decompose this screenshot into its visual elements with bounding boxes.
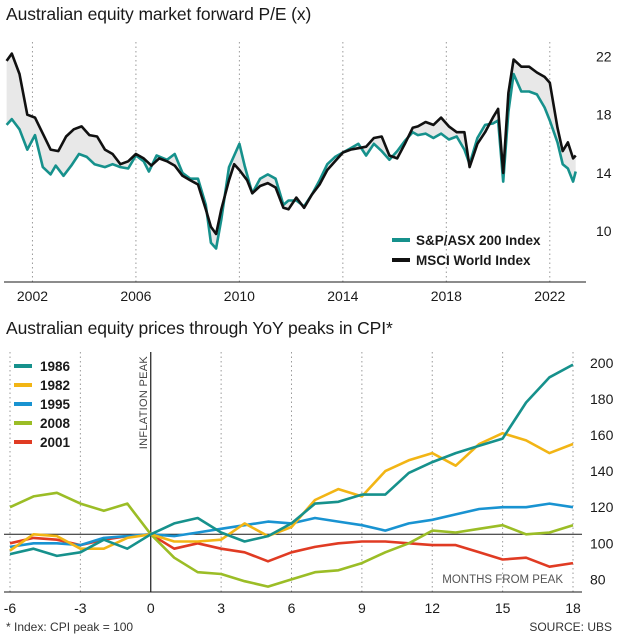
series-line-1982 [9,431,574,552]
y-tick-label: 140 [590,463,614,479]
legend-label: 2001 [40,435,71,450]
legend: S&P/ASX 200 Index MSCI World Index [392,233,541,268]
legend-label: 1995 [40,397,71,412]
y-tick-label: 120 [590,499,614,515]
x-tick-label: 2014 [327,288,358,304]
x-tick-label: 9 [358,600,366,616]
legend-label: 1986 [40,359,71,374]
x-tick-label: 2002 [17,288,48,304]
y-tick-label: 22 [596,49,612,65]
y-tick-label: 160 [590,427,614,443]
y-tick-label: 10 [596,223,612,239]
x-tick-label: 12 [424,600,440,616]
y-tick-label: 200 [590,355,614,371]
x-tick-label: 18 [565,600,581,616]
series-line-asx200 [5,72,577,250]
gap-area [6,53,576,249]
x-tick-label: 2006 [120,288,151,304]
y-tick-label: 18 [596,107,612,123]
legend-label: MSCI World Index [416,253,531,268]
x-axis-label: MONTHS FROM PEAK [442,574,563,586]
x-tick-label: 15 [495,600,511,616]
x-tick-label: 2018 [431,288,462,304]
x-tick-label: -6 [4,600,17,616]
chart1-title: Australian equity market forward P/E (x) [6,4,312,24]
y-tick-label: 14 [596,165,612,181]
x-tick-label: 6 [288,600,296,616]
inflation-peak-label: INFLATION PEAK [138,356,150,450]
y-tick-label: 80 [590,571,606,587]
legend-label: 2008 [40,416,71,431]
series-line-2008 [9,491,574,588]
legend: 1986 1982 1995 2008 2001 [14,359,71,450]
x-tick-label: 0 [147,600,155,616]
legend-label: S&P/ASX 200 Index [416,233,541,248]
pe-chart: 2002 2006 2010 2014 2018 2022 22 18 14 10 S&P/ASX … [4,42,612,304]
x-tick-label: 2010 [224,288,255,304]
series-line-1986 [9,363,574,558]
x-tick-label: 2022 [534,288,565,304]
x-tick-label: -3 [74,600,87,616]
footnote: * Index: CPI peak = 100 [6,620,134,634]
series-line-msci-world [5,52,577,236]
legend-label: 1982 [40,378,70,393]
y-tick-label: 180 [590,391,614,407]
y-tick-label: 100 [590,535,614,551]
chart2-title: Australian equity prices through YoY pea… [6,318,393,338]
x-tick-label: 3 [217,600,225,616]
source-note: SOURCE: UBS [529,620,612,634]
